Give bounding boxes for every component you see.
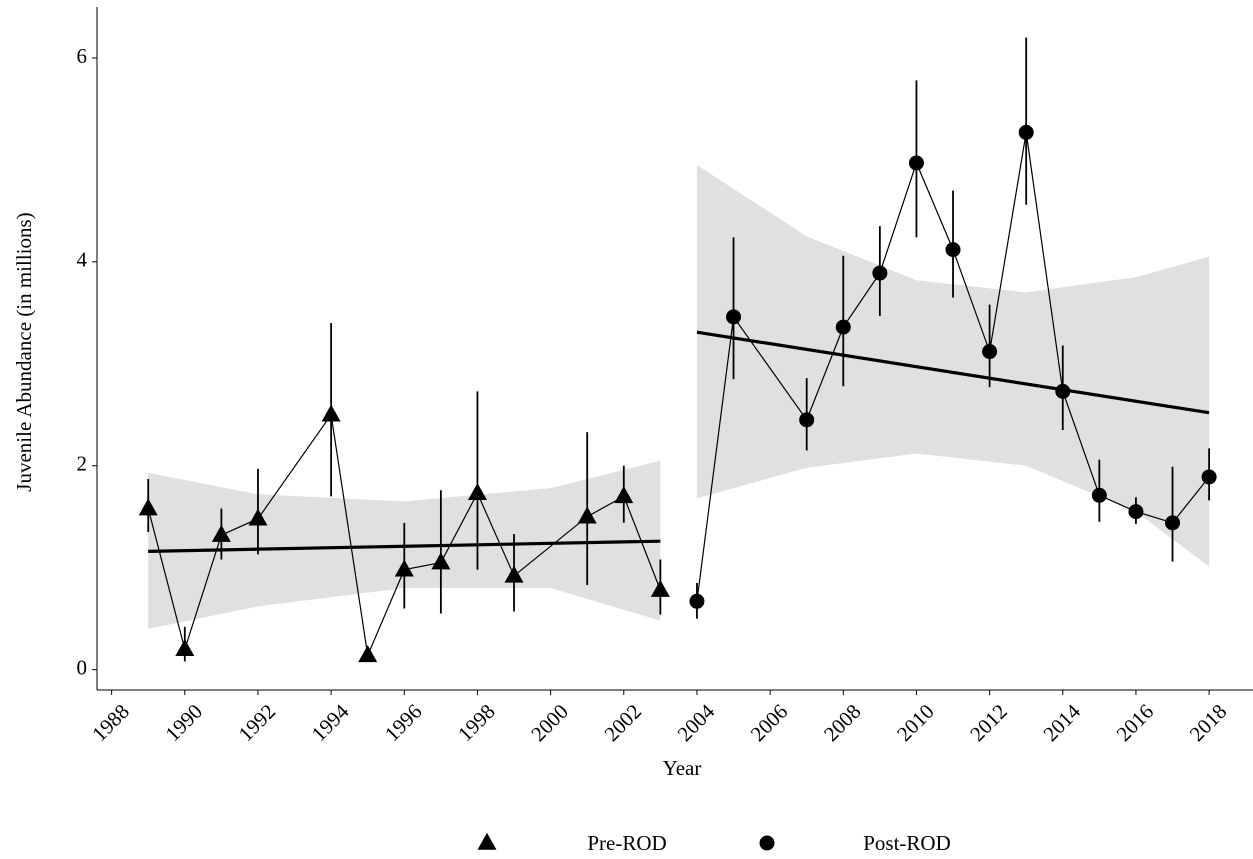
data-point bbox=[175, 639, 195, 657]
data-point bbox=[872, 265, 888, 281]
y-axis-title: Juvenile Abundance (in millions) bbox=[12, 212, 36, 491]
y-tick-label: 0 bbox=[77, 655, 88, 679]
x-tick-label: 2016 bbox=[1112, 699, 1159, 746]
trend-line bbox=[696, 330, 1210, 415]
y-tick-label: 6 bbox=[77, 44, 88, 68]
x-tick-label: 2004 bbox=[673, 699, 720, 746]
x-tick-label: 1996 bbox=[380, 699, 427, 746]
data-point bbox=[248, 508, 268, 526]
data-point bbox=[431, 552, 451, 570]
legend-symbol bbox=[477, 832, 497, 850]
x-tick-label: 2000 bbox=[526, 699, 573, 746]
x-tick-label: 1992 bbox=[234, 699, 281, 746]
data-point bbox=[577, 506, 597, 524]
x-tick-label: 2018 bbox=[1185, 699, 1232, 746]
data-point bbox=[1201, 469, 1217, 485]
x-tick-label: 2008 bbox=[819, 699, 866, 746]
data-point bbox=[650, 579, 670, 597]
data-point bbox=[945, 242, 961, 258]
confidence-band bbox=[696, 165, 1210, 567]
data-point bbox=[835, 319, 851, 335]
data-point bbox=[982, 344, 998, 360]
y-tick-label: 2 bbox=[77, 452, 88, 476]
data-point bbox=[321, 404, 341, 422]
x-tick-label: 2006 bbox=[746, 699, 793, 746]
x-tick-label: 1994 bbox=[307, 699, 354, 746]
legend-label: Post-ROD bbox=[863, 831, 951, 855]
data-point bbox=[394, 559, 414, 577]
data-point bbox=[1091, 487, 1107, 503]
data-point bbox=[467, 483, 487, 501]
x-axis-title: Year bbox=[663, 756, 702, 780]
legend-label: Pre-ROD bbox=[587, 831, 666, 855]
x-tick-label: 2002 bbox=[599, 699, 646, 746]
data-point bbox=[799, 412, 815, 428]
data-point bbox=[726, 309, 742, 325]
data-point bbox=[689, 593, 705, 609]
x-tick-label: 2014 bbox=[1038, 699, 1085, 746]
data-point bbox=[1018, 124, 1034, 140]
x-tick-label: 1998 bbox=[453, 699, 500, 746]
data-point bbox=[1055, 383, 1071, 399]
x-tick-label: 2012 bbox=[965, 699, 1012, 746]
legend-symbol bbox=[759, 835, 775, 851]
data-point bbox=[1128, 504, 1144, 520]
data-point bbox=[1165, 515, 1181, 531]
data-point bbox=[358, 645, 378, 663]
data-point bbox=[504, 565, 524, 583]
data-point bbox=[908, 155, 924, 171]
x-tick-label: 1988 bbox=[87, 699, 134, 746]
x-tick-label: 2010 bbox=[892, 699, 939, 746]
data-point bbox=[211, 524, 231, 542]
x-tick-label: 1990 bbox=[160, 699, 207, 746]
data-point bbox=[614, 486, 634, 504]
data-point bbox=[138, 498, 158, 516]
y-tick-label: 4 bbox=[77, 248, 88, 272]
